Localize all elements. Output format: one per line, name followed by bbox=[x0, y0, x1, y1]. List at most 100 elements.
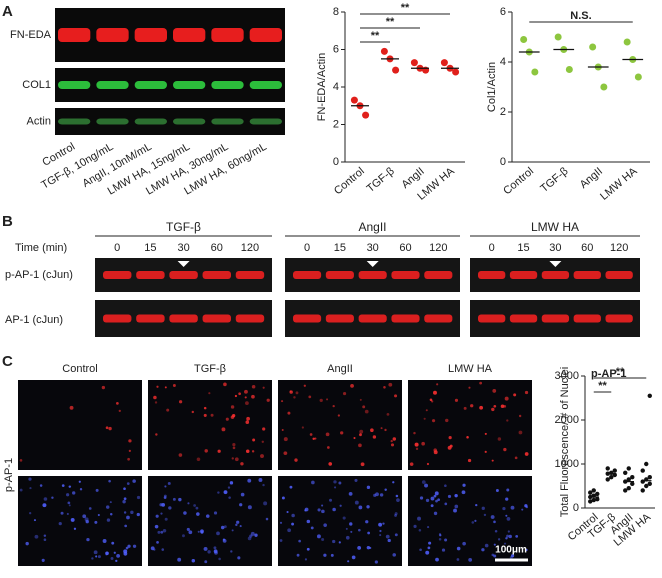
cell bbox=[154, 524, 159, 529]
cell bbox=[415, 447, 419, 451]
cell bbox=[332, 507, 336, 512]
cell bbox=[97, 513, 100, 517]
cell bbox=[366, 545, 371, 550]
point bbox=[588, 499, 593, 504]
cell bbox=[328, 462, 333, 466]
cell bbox=[167, 481, 171, 485]
cell bbox=[85, 519, 90, 524]
cell bbox=[350, 383, 354, 388]
band bbox=[478, 271, 506, 279]
band bbox=[478, 314, 506, 323]
cell bbox=[136, 495, 141, 500]
sig-label: ** bbox=[401, 2, 410, 14]
point bbox=[380, 47, 388, 55]
point bbox=[630, 475, 635, 480]
cell bbox=[409, 462, 414, 466]
y-tick-label: 0 bbox=[500, 156, 506, 168]
cell bbox=[385, 534, 390, 539]
y-tick-label: 4 bbox=[333, 81, 339, 93]
cell bbox=[492, 389, 497, 393]
cell bbox=[183, 511, 187, 515]
cell bbox=[279, 521, 283, 524]
cell bbox=[239, 525, 242, 528]
cell bbox=[223, 525, 227, 529]
cell bbox=[163, 496, 167, 499]
cell bbox=[191, 410, 194, 414]
time-tick: 15 bbox=[334, 242, 346, 254]
band bbox=[202, 314, 232, 323]
band bbox=[235, 271, 265, 279]
cell bbox=[521, 508, 524, 511]
cell bbox=[203, 546, 208, 551]
cell bbox=[382, 522, 385, 525]
cell bbox=[78, 480, 81, 483]
cell bbox=[468, 386, 471, 389]
point bbox=[588, 490, 593, 495]
cell bbox=[364, 409, 369, 414]
row-label: AP-1 (cJun) bbox=[5, 314, 63, 326]
cell bbox=[203, 406, 207, 410]
cell bbox=[187, 502, 190, 505]
cell bbox=[514, 456, 518, 460]
cell bbox=[426, 462, 430, 466]
sig-label: N.S. bbox=[570, 10, 591, 22]
point bbox=[362, 111, 370, 119]
cell bbox=[383, 386, 386, 389]
cell bbox=[379, 493, 384, 497]
cell bbox=[421, 441, 425, 446]
x-tick-label: Control bbox=[332, 165, 367, 197]
y-tick-label: 2 bbox=[333, 118, 339, 130]
cell bbox=[29, 512, 32, 515]
cell bbox=[354, 500, 359, 505]
cell bbox=[327, 446, 330, 449]
cell bbox=[506, 488, 510, 492]
cell bbox=[125, 546, 129, 550]
arrowhead bbox=[177, 261, 190, 267]
cell bbox=[105, 505, 110, 509]
band bbox=[509, 271, 538, 279]
cell bbox=[447, 494, 452, 498]
cell bbox=[372, 435, 377, 439]
cell bbox=[221, 427, 226, 432]
cell bbox=[349, 522, 353, 526]
cell bbox=[491, 407, 495, 412]
cell bbox=[294, 458, 298, 462]
cell bbox=[39, 484, 43, 487]
cell bbox=[251, 384, 256, 389]
cell bbox=[245, 401, 249, 406]
point bbox=[350, 96, 358, 104]
cell bbox=[392, 481, 395, 484]
band bbox=[573, 314, 601, 323]
cell bbox=[126, 515, 130, 520]
cell bbox=[188, 530, 193, 535]
point bbox=[595, 491, 600, 497]
cell bbox=[502, 506, 506, 511]
point bbox=[554, 33, 562, 41]
cell bbox=[289, 485, 293, 489]
cell bbox=[441, 548, 446, 552]
cell bbox=[223, 382, 227, 387]
cell bbox=[229, 481, 234, 485]
cell bbox=[251, 394, 255, 399]
cell bbox=[429, 398, 433, 402]
cell bbox=[506, 517, 511, 521]
condition-label: AngII bbox=[327, 363, 353, 375]
cell bbox=[466, 435, 469, 439]
cell bbox=[93, 550, 98, 555]
cell bbox=[33, 519, 36, 522]
band bbox=[605, 271, 633, 279]
y-tick-label: 8 bbox=[333, 6, 339, 18]
cell bbox=[132, 479, 136, 483]
cell bbox=[34, 534, 39, 539]
scale-label: 100μm bbox=[495, 545, 527, 556]
cell bbox=[390, 443, 395, 447]
band bbox=[249, 81, 282, 89]
band bbox=[325, 271, 354, 279]
point bbox=[609, 475, 614, 480]
y-tick-label: 1000 bbox=[555, 458, 579, 470]
cell bbox=[232, 443, 236, 447]
band bbox=[136, 271, 165, 279]
micrograph bbox=[148, 476, 272, 566]
time-tick: 120 bbox=[610, 242, 628, 254]
cell bbox=[347, 560, 350, 563]
